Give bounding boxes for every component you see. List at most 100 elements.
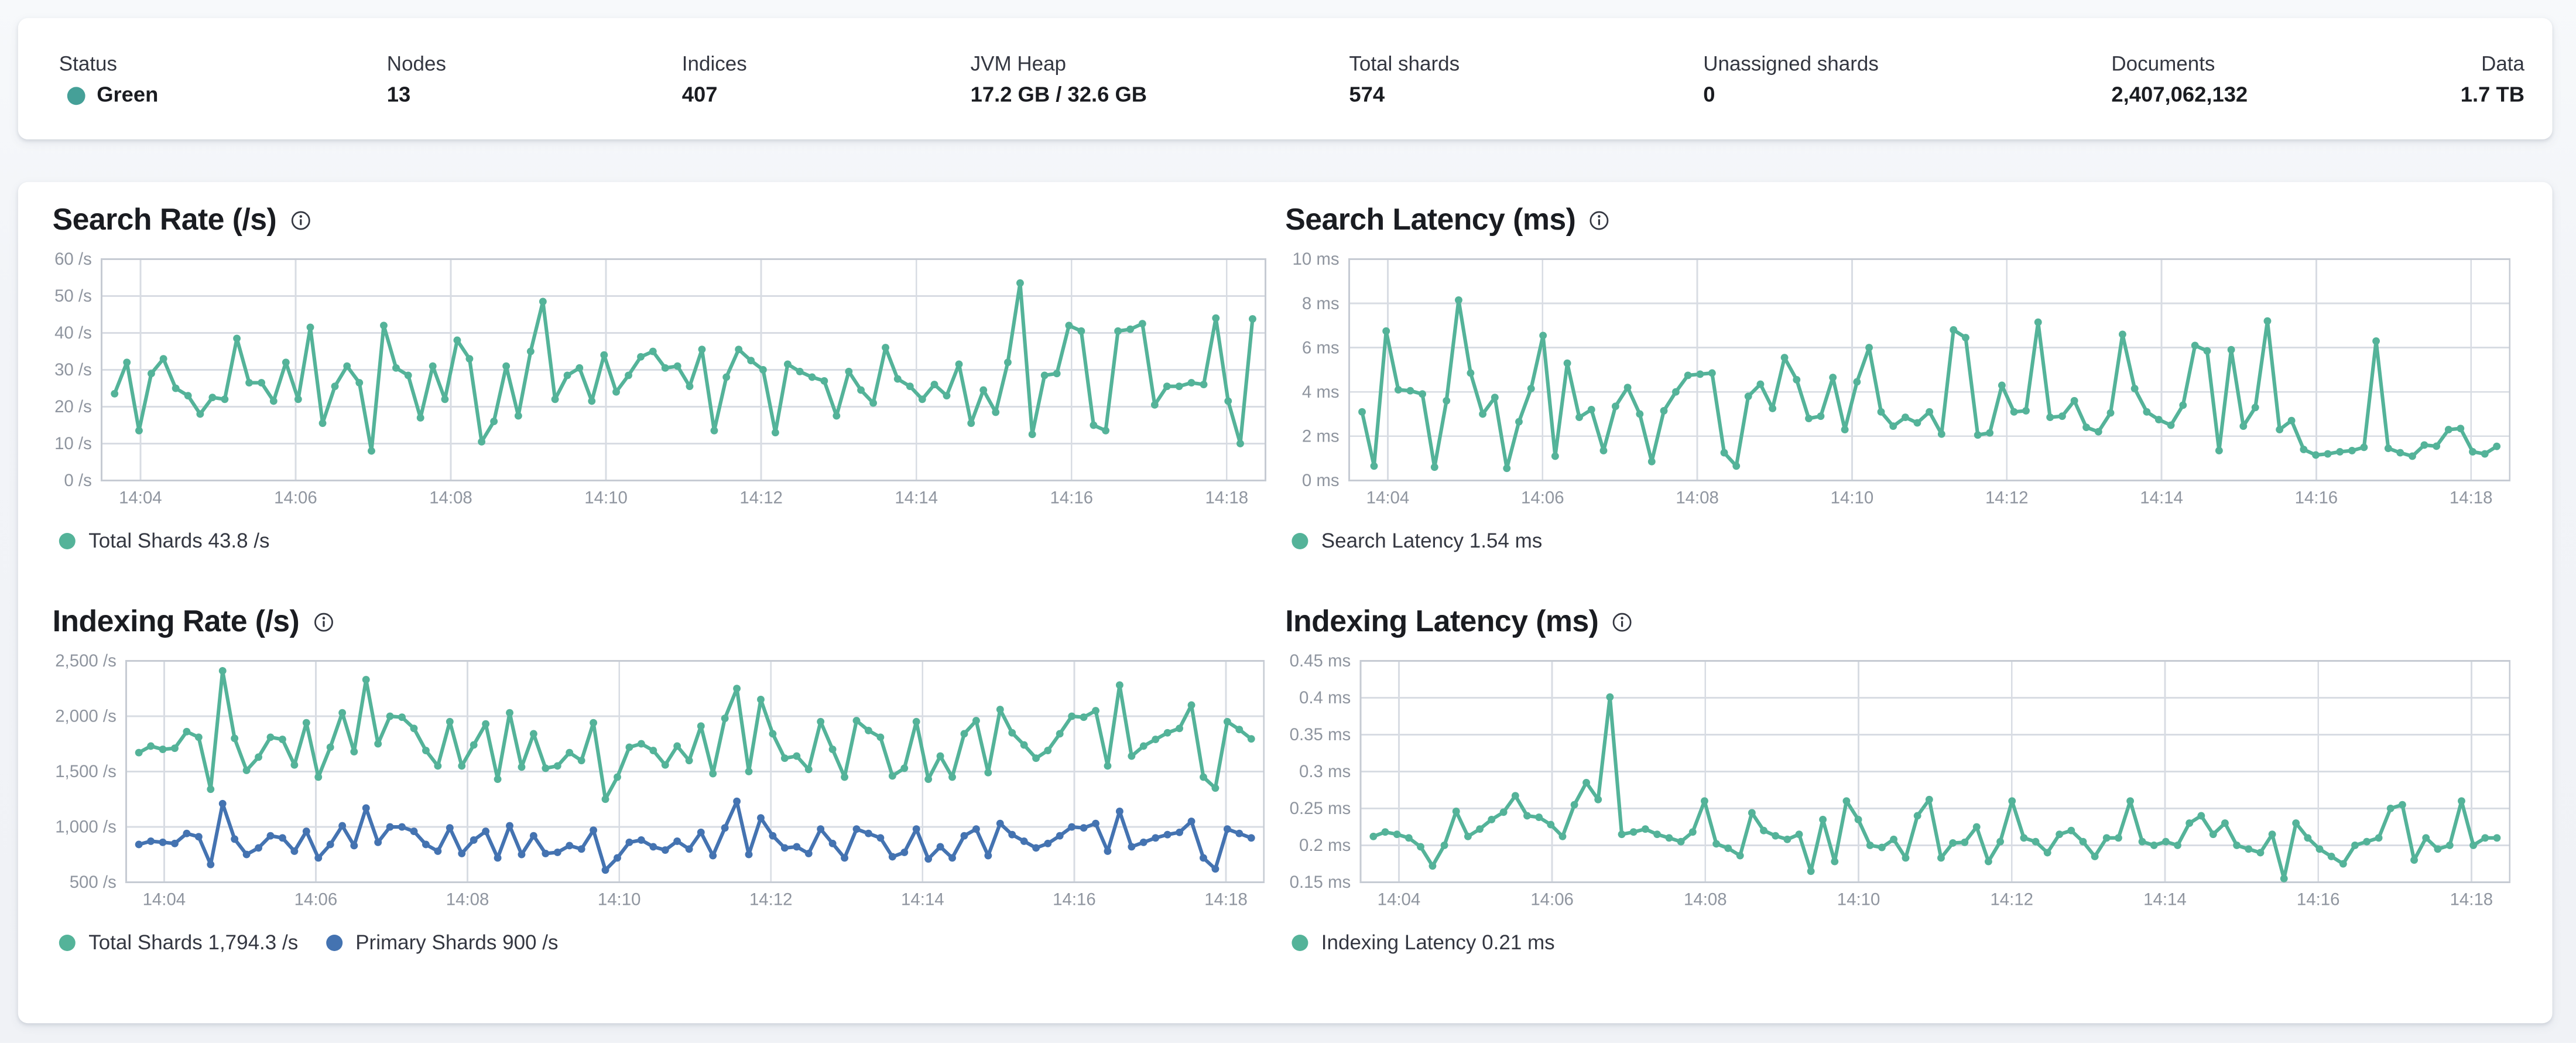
stat-value: 17.2 GB / 32.6 GB: [970, 82, 1147, 107]
svg-text:14:12: 14:12: [1990, 890, 2033, 909]
stat-status: Status Green: [59, 53, 159, 108]
legend-dot-icon: [326, 935, 342, 951]
search-latency-chart: Search Latency (ms) 0 ms 2 ms 4 ms 6 ms 8 ms…: [1285, 200, 2524, 553]
line-chart-plot[interactable]: 500 /s 1,000 /s 1,500 /s 2,000 /s 2,500 /s 14…: [53, 648, 1274, 917]
svg-text:0.25 ms: 0.25 ms: [1290, 799, 1351, 818]
legend-label: Search Latency 1.54 ms: [1321, 529, 1543, 553]
info-icon[interactable]: [1589, 209, 1610, 230]
svg-text:14:18: 14:18: [1204, 890, 1248, 909]
stat-label: Nodes: [386, 52, 446, 76]
stat-documents: Documents 2,407,062,132: [2111, 53, 2248, 108]
charts-panel: Search Rate (/s) 0 /s 10 /s 20 /s 30 /s 40 /…: [18, 182, 2553, 1024]
svg-text:14:12: 14:12: [739, 488, 783, 508]
legend-item[interactable]: Primary Shards 900 /s: [326, 931, 559, 955]
stat-value: 574: [1349, 82, 1385, 107]
svg-text:14:04: 14:04: [143, 890, 186, 909]
stat-label: Unassigned shards: [1703, 52, 1879, 76]
stat-total-shards: Total shards 574: [1349, 53, 1460, 108]
svg-text:14:16: 14:16: [2297, 890, 2340, 909]
legend-item[interactable]: Search Latency 1.54 ms: [1292, 529, 1543, 553]
svg-text:10 ms: 10 ms: [1293, 249, 1340, 269]
legend-label: Indexing Latency 0.21 ms: [1321, 931, 1555, 955]
svg-text:14:06: 14:06: [1530, 890, 1574, 909]
chart-title: Search Rate (/s): [52, 201, 277, 237]
stat-value: 1.7 TB: [2460, 82, 2524, 107]
legend-label: Total Shards 43.8 /s: [88, 529, 270, 553]
legend-item[interactable]: Indexing Latency 0.21 ms: [1292, 931, 1555, 955]
svg-text:14:16: 14:16: [1053, 890, 1096, 909]
svg-text:14:10: 14:10: [598, 890, 641, 909]
info-icon[interactable]: [1612, 611, 1633, 632]
stat-data: Data 1.7 TB: [2461, 53, 2524, 108]
stat-label: Data: [2481, 52, 2524, 76]
svg-text:0.15 ms: 0.15 ms: [1290, 873, 1351, 892]
stat-indices: Indices 407: [682, 53, 747, 108]
svg-text:0.35 ms: 0.35 ms: [1290, 725, 1351, 744]
svg-text:14:14: 14:14: [895, 488, 938, 508]
legend-item[interactable]: Total Shards 1,794.3 /s: [59, 931, 299, 955]
legend-label: Primary Shards 900 /s: [355, 931, 559, 955]
indexing-rate-chart: Indexing Rate (/s) 500 /s 1,000 /s 1,500 /…: [53, 602, 1274, 955]
stat-unassigned-shards: Unassigned shards 0: [1703, 53, 1879, 108]
chart-legend: Total Shards 1,794.3 /s Primary Shards 90…: [53, 931, 1274, 955]
svg-text:0 /s: 0 /s: [64, 471, 91, 490]
chart-legend: Indexing Latency 0.21 ms: [1285, 931, 2524, 955]
stat-label: Status: [59, 52, 118, 76]
svg-text:40 /s: 40 /s: [54, 323, 92, 343]
search-rate-chart: Search Rate (/s) 0 /s 10 /s 20 /s 30 /s 40 /…: [53, 200, 1274, 553]
svg-text:50 /s: 50 /s: [54, 286, 92, 306]
svg-text:14:10: 14:10: [1837, 890, 1880, 909]
svg-text:60 /s: 60 /s: [54, 249, 92, 269]
chart-legend: Search Latency 1.54 ms: [1285, 529, 2524, 553]
legend-dot-icon: [59, 935, 76, 951]
stat-label: Indices: [681, 52, 747, 76]
svg-text:14:14: 14:14: [2140, 488, 2183, 508]
line-chart-plot[interactable]: 0.15 ms 0.2 ms 0.25 ms 0.3 ms 0.35 ms 0.4 ms 0…: [1285, 648, 2524, 917]
svg-text:6 ms: 6 ms: [1302, 338, 1340, 357]
chart-title: Indexing Latency (ms): [1285, 603, 1599, 638]
stat-jvm-heap: JVM Heap 17.2 GB / 32.6 GB: [971, 53, 1147, 108]
svg-text:14:18: 14:18: [1205, 488, 1249, 508]
svg-text:14:08: 14:08: [429, 488, 472, 508]
legend-dot-icon: [1292, 533, 1308, 549]
svg-text:14:08: 14:08: [1684, 890, 1727, 909]
legend-label: Total Shards 1,794.3 /s: [88, 931, 299, 955]
svg-text:14:18: 14:18: [2450, 890, 2493, 909]
legend-dot-icon: [1292, 935, 1308, 951]
stat-value: 2,407,062,132: [2111, 82, 2248, 107]
stat-value: 13: [386, 82, 411, 107]
svg-text:14:16: 14:16: [2295, 488, 2338, 508]
svg-text:1,000 /s: 1,000 /s: [55, 818, 117, 837]
svg-text:4 ms: 4 ms: [1302, 382, 1340, 402]
svg-text:14:04: 14:04: [1378, 890, 1421, 909]
info-icon[interactable]: [290, 209, 311, 230]
stat-label: Documents: [2111, 52, 2215, 76]
chart-title: Indexing Rate (/s): [52, 603, 300, 638]
svg-text:0.2 ms: 0.2 ms: [1299, 836, 1351, 855]
line-chart-plot[interactable]: 0 /s 10 /s 20 /s 30 /s 40 /s 50 /s 60 /s 14:04 1…: [53, 246, 1274, 515]
chart-legend: Total Shards 43.8 /s: [53, 529, 1274, 553]
svg-text:14:06: 14:06: [294, 890, 338, 909]
svg-text:0 ms: 0 ms: [1302, 471, 1340, 490]
svg-text:14:12: 14:12: [1985, 488, 2029, 508]
svg-text:14:10: 14:10: [584, 488, 628, 508]
svg-text:14:04: 14:04: [119, 488, 162, 508]
svg-text:14:04: 14:04: [1366, 488, 1410, 508]
line-chart-plot[interactable]: 0 ms 2 ms 4 ms 6 ms 8 ms 10 ms 14:04 14:06 14:08…: [1285, 246, 2524, 515]
svg-text:14:06: 14:06: [274, 488, 317, 508]
stat-value: Green: [97, 82, 159, 107]
svg-text:14:14: 14:14: [2143, 890, 2187, 909]
indexing-latency-chart: Indexing Latency (ms) 0.15 ms 0.2 ms 0.25 …: [1285, 602, 2524, 955]
svg-text:14:14: 14:14: [901, 890, 944, 909]
legend-item[interactable]: Total Shards 43.8 /s: [59, 529, 270, 553]
chart-title: Search Latency (ms): [1285, 201, 1576, 237]
health-dot-icon: [67, 86, 85, 104]
svg-text:14:10: 14:10: [1831, 488, 1874, 508]
svg-text:0.4 ms: 0.4 ms: [1299, 688, 1351, 707]
cluster-summary-panel: Status Green Nodes 13 Indices 407 JVM He…: [18, 18, 2553, 139]
stat-value: 407: [681, 82, 718, 107]
info-icon[interactable]: [313, 611, 334, 632]
svg-text:2,000 /s: 2,000 /s: [55, 707, 117, 726]
svg-text:500 /s: 500 /s: [70, 873, 117, 892]
